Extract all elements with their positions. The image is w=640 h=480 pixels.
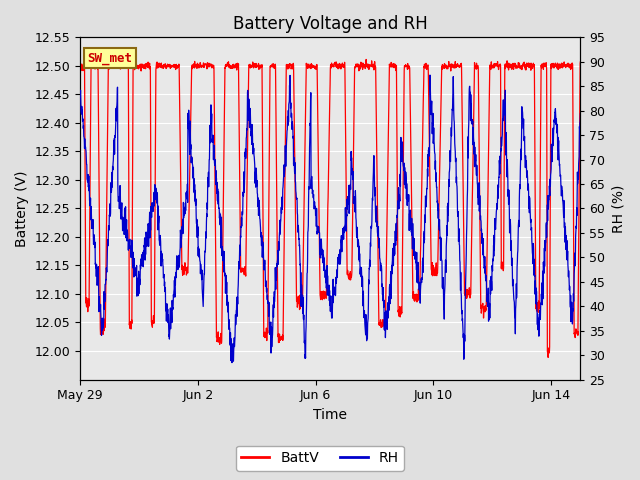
Text: SW_met: SW_met (88, 51, 132, 65)
Y-axis label: RH (%): RH (%) (611, 184, 625, 233)
X-axis label: Time: Time (313, 408, 348, 422)
Legend: BattV, RH: BattV, RH (236, 445, 404, 471)
Y-axis label: Battery (V): Battery (V) (15, 170, 29, 247)
Title: Battery Voltage and RH: Battery Voltage and RH (233, 15, 428, 33)
